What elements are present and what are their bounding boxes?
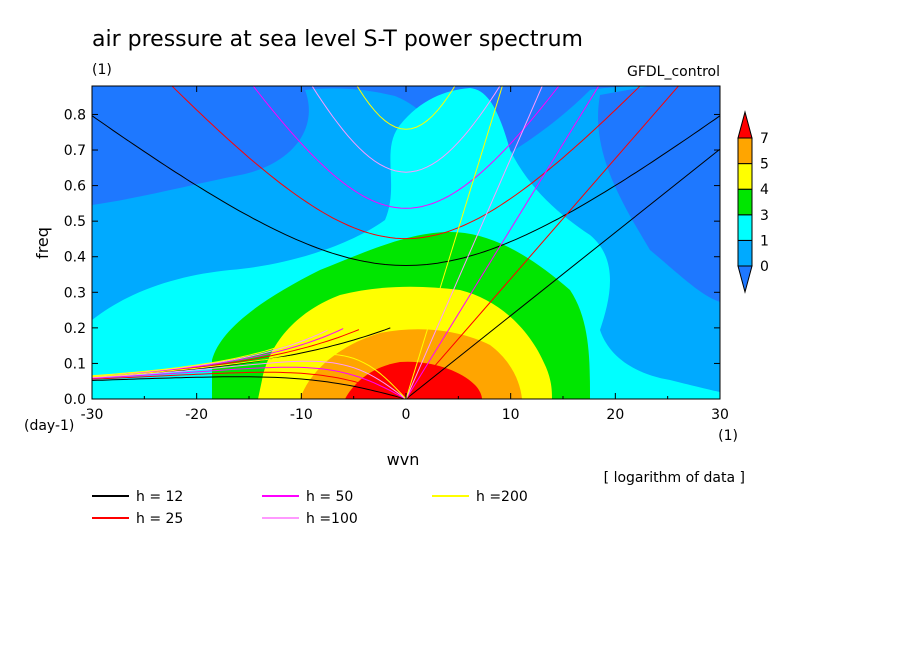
rossby-wave-curve bbox=[92, 353, 407, 399]
colorbar-box bbox=[737, 188, 753, 216]
colorbar: 0 1 3 4 5 7 bbox=[737, 110, 769, 294]
legend-label: h =200 bbox=[476, 489, 528, 505]
legend-label: h = 12 bbox=[136, 489, 183, 505]
colorbar-label: 1 bbox=[760, 233, 769, 249]
inertia-gravity-curve bbox=[92, 115, 720, 267]
y-tick-label: 0.3 bbox=[64, 285, 86, 301]
x-axis: -30 -20 -10 0 10 20 30 bbox=[81, 86, 729, 423]
colorbar-label: 7 bbox=[760, 131, 769, 147]
kelvin-wave-curve bbox=[405, 86, 680, 399]
kelvin-wave-curve bbox=[405, 86, 600, 399]
rossby-wave-curve bbox=[92, 366, 407, 399]
model-label: GFDL_control bbox=[627, 64, 720, 80]
legend-label: h =100 bbox=[306, 511, 358, 527]
dispersion-curves bbox=[92, 86, 720, 399]
y-axis: 0.0 0.1 0.2 0.3 0.4 0.5 0.6 0.7 0.8 bbox=[64, 107, 720, 408]
x-units-label: (1) bbox=[718, 428, 738, 444]
colorbar-box bbox=[737, 137, 753, 165]
rossby-wave-curve bbox=[92, 376, 407, 399]
y-tick-label: 0.8 bbox=[64, 107, 86, 123]
y-units-label: (day-1) bbox=[24, 418, 74, 434]
colorbar-label: 5 bbox=[760, 157, 769, 173]
data-note: [ logarithm of data ] bbox=[604, 470, 745, 486]
kelvin-wave-curve bbox=[405, 148, 720, 399]
colorbar-label: 3 bbox=[760, 208, 769, 224]
y-tick-label: 0.5 bbox=[64, 214, 86, 230]
colorbar-upper-arrow bbox=[737, 110, 753, 139]
chart-title: air pressure at sea level S-T power spec… bbox=[92, 27, 583, 52]
x-tick-label: 10 bbox=[502, 407, 520, 423]
legend-label: h = 25 bbox=[136, 511, 183, 527]
mrg-wave-curve bbox=[92, 327, 323, 377]
rossby-wave-curve bbox=[92, 371, 407, 399]
x-tick-label: -30 bbox=[81, 407, 104, 423]
y-tick-label: 0.0 bbox=[64, 392, 86, 408]
x-axis-title: wvn bbox=[387, 450, 420, 469]
y-tick-label: 0.1 bbox=[64, 356, 86, 372]
curve-legend: h = 12 h = 25 h = 50 h =100 h =200 bbox=[92, 489, 528, 527]
y-tick-label: 0.2 bbox=[64, 321, 86, 337]
kelvin-wave-curve bbox=[405, 86, 503, 399]
x-tick-label: -10 bbox=[290, 407, 313, 423]
colorbar-box bbox=[737, 214, 753, 241]
colorbar-lower-arrow bbox=[737, 265, 753, 294]
y-axis-title: freq bbox=[33, 227, 52, 259]
kelvin-wave-curve bbox=[405, 86, 543, 399]
x-tick-label: 30 bbox=[711, 407, 729, 423]
x-tick-label: 20 bbox=[606, 407, 624, 423]
rossby-wave-curve bbox=[92, 360, 407, 399]
units-label: (1) bbox=[92, 62, 112, 78]
colorbar-label: 4 bbox=[760, 182, 769, 198]
colorbar-box bbox=[737, 239, 753, 267]
x-tick-label: -20 bbox=[185, 407, 208, 423]
y-tick-label: 0.6 bbox=[64, 179, 86, 195]
y-tick-label: 0.7 bbox=[64, 143, 86, 159]
legend-label: h = 50 bbox=[306, 489, 353, 505]
inertia-gravity-curve bbox=[171, 86, 641, 240]
inertia-gravity-curve bbox=[356, 86, 456, 130]
colorbar-box bbox=[737, 163, 753, 190]
y-tick-label: 0.4 bbox=[64, 250, 86, 266]
inertia-gravity-curve bbox=[252, 86, 560, 209]
colorbar-label: 0 bbox=[760, 259, 769, 275]
x-tick-label: 0 bbox=[402, 407, 411, 423]
contour-fill bbox=[92, 86, 720, 399]
inertia-gravity-curve bbox=[311, 86, 501, 173]
